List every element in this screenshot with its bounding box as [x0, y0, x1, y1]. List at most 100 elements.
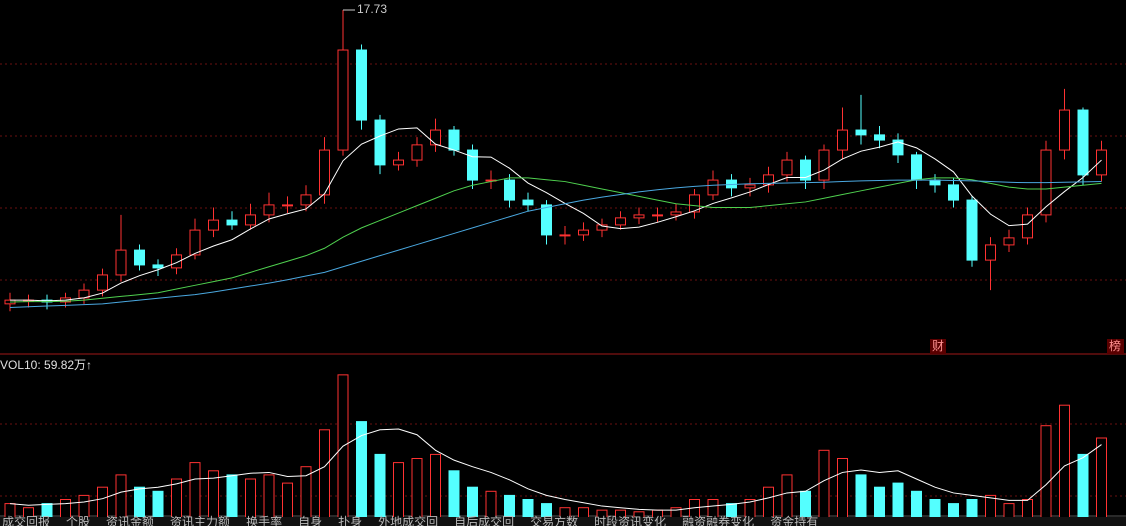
volume-bar [171, 478, 182, 521]
ma-line [9, 177, 1102, 303]
tab[interactable]: 扑身 [338, 514, 362, 526]
candle-body [744, 184, 756, 189]
volume-bar [319, 429, 330, 521]
candle-body [97, 274, 108, 291]
volume-bar [245, 478, 256, 521]
tab[interactable]: 资讯主力额 [170, 515, 230, 526]
candle-body [818, 149, 830, 181]
candle-body [929, 179, 941, 186]
candle-body [911, 154, 922, 181]
volume-bar [263, 474, 275, 521]
candle-body [448, 129, 460, 151]
candle-body [282, 204, 293, 207]
badge[interactable] [930, 339, 946, 354]
volume-bar [152, 490, 164, 521]
candle-body [374, 119, 386, 166]
candle-body [189, 229, 201, 256]
volume-bar [985, 494, 996, 521]
ma-line [9, 179, 1102, 309]
volume-bar [356, 421, 367, 521]
candle-body [652, 214, 663, 217]
candle-body [115, 249, 127, 276]
candle-body [855, 129, 867, 136]
candle-body [356, 49, 367, 121]
candle-body [152, 264, 164, 269]
tab-bar [0, 517, 1126, 526]
candle-body [633, 214, 645, 219]
volume-bar [892, 482, 904, 521]
candle-body [578, 229, 589, 236]
candle-body [781, 159, 793, 176]
candle-body [393, 159, 404, 166]
candle-body [319, 149, 330, 196]
tab[interactable]: 成交回报 [2, 514, 50, 526]
volume-bar [1059, 404, 1070, 521]
candle-body [337, 49, 349, 151]
volume-bar [1096, 437, 1107, 521]
candle-body [245, 214, 256, 226]
volume-bar [337, 374, 349, 521]
candle-body [596, 224, 608, 231]
volume-bar [966, 499, 978, 521]
candle-body [1022, 214, 1033, 239]
volume-bar [1040, 425, 1052, 521]
ma-line [9, 428, 1102, 511]
volume-bar [911, 490, 922, 521]
volume-bar [929, 499, 941, 521]
candle-body [411, 144, 423, 161]
high-label: 17.73 [357, 2, 387, 16]
volume-bar [818, 449, 830, 521]
candle-body [300, 194, 312, 206]
candle-body [226, 219, 238, 226]
volume-bar [1077, 453, 1089, 521]
volume-bar [1022, 499, 1033, 521]
tab[interactable]: 资金持有 [770, 514, 818, 526]
volume-bar [226, 474, 238, 521]
candle-body [504, 179, 515, 201]
volume-bar [781, 474, 793, 521]
candle-body [985, 244, 996, 261]
candle-body [541, 204, 552, 236]
candle-body [966, 199, 978, 261]
candle-body [559, 234, 571, 237]
volume-bar [282, 482, 293, 521]
candle-body [467, 149, 478, 181]
candle-body [892, 139, 904, 156]
candle-body [800, 159, 811, 181]
tab[interactable]: 自后成交回 [454, 514, 514, 526]
candle-body [670, 211, 682, 216]
volume-bar [393, 462, 404, 521]
candle-body [430, 129, 441, 146]
candle-body [171, 254, 182, 269]
badge-label[interactable]: 榜 [1109, 338, 1121, 353]
volume-bar [837, 458, 848, 521]
volume-bar [448, 470, 460, 521]
volume-bar [189, 462, 201, 521]
candle-body [874, 134, 885, 141]
volume-bar [300, 466, 312, 521]
candle-body [1059, 109, 1070, 151]
tab[interactable]: 自身 [298, 514, 322, 526]
candle-body [1077, 109, 1089, 176]
candle-body [615, 217, 626, 226]
tab[interactable]: 个股 [66, 515, 90, 526]
candle-body [263, 204, 275, 216]
badge-label[interactable]: 财 [932, 339, 944, 353]
candle-body [689, 194, 700, 213]
tab[interactable]: 外地成交回 [378, 514, 438, 526]
tab[interactable]: 换手率 [246, 514, 282, 526]
volume-bar [874, 486, 885, 521]
tab[interactable]: 融资融券变化 [682, 514, 754, 526]
candle-body [707, 179, 719, 196]
tab[interactable]: 资讯金额 [106, 514, 154, 526]
candle-body [208, 219, 219, 231]
candle-body [837, 129, 848, 151]
volume-bar [115, 474, 127, 521]
tab[interactable]: 时段资讯变化 [594, 514, 666, 526]
tab[interactable]: 交易方数 [530, 514, 578, 526]
badge[interactable] [1107, 339, 1124, 354]
ma-line [10, 127, 1102, 302]
